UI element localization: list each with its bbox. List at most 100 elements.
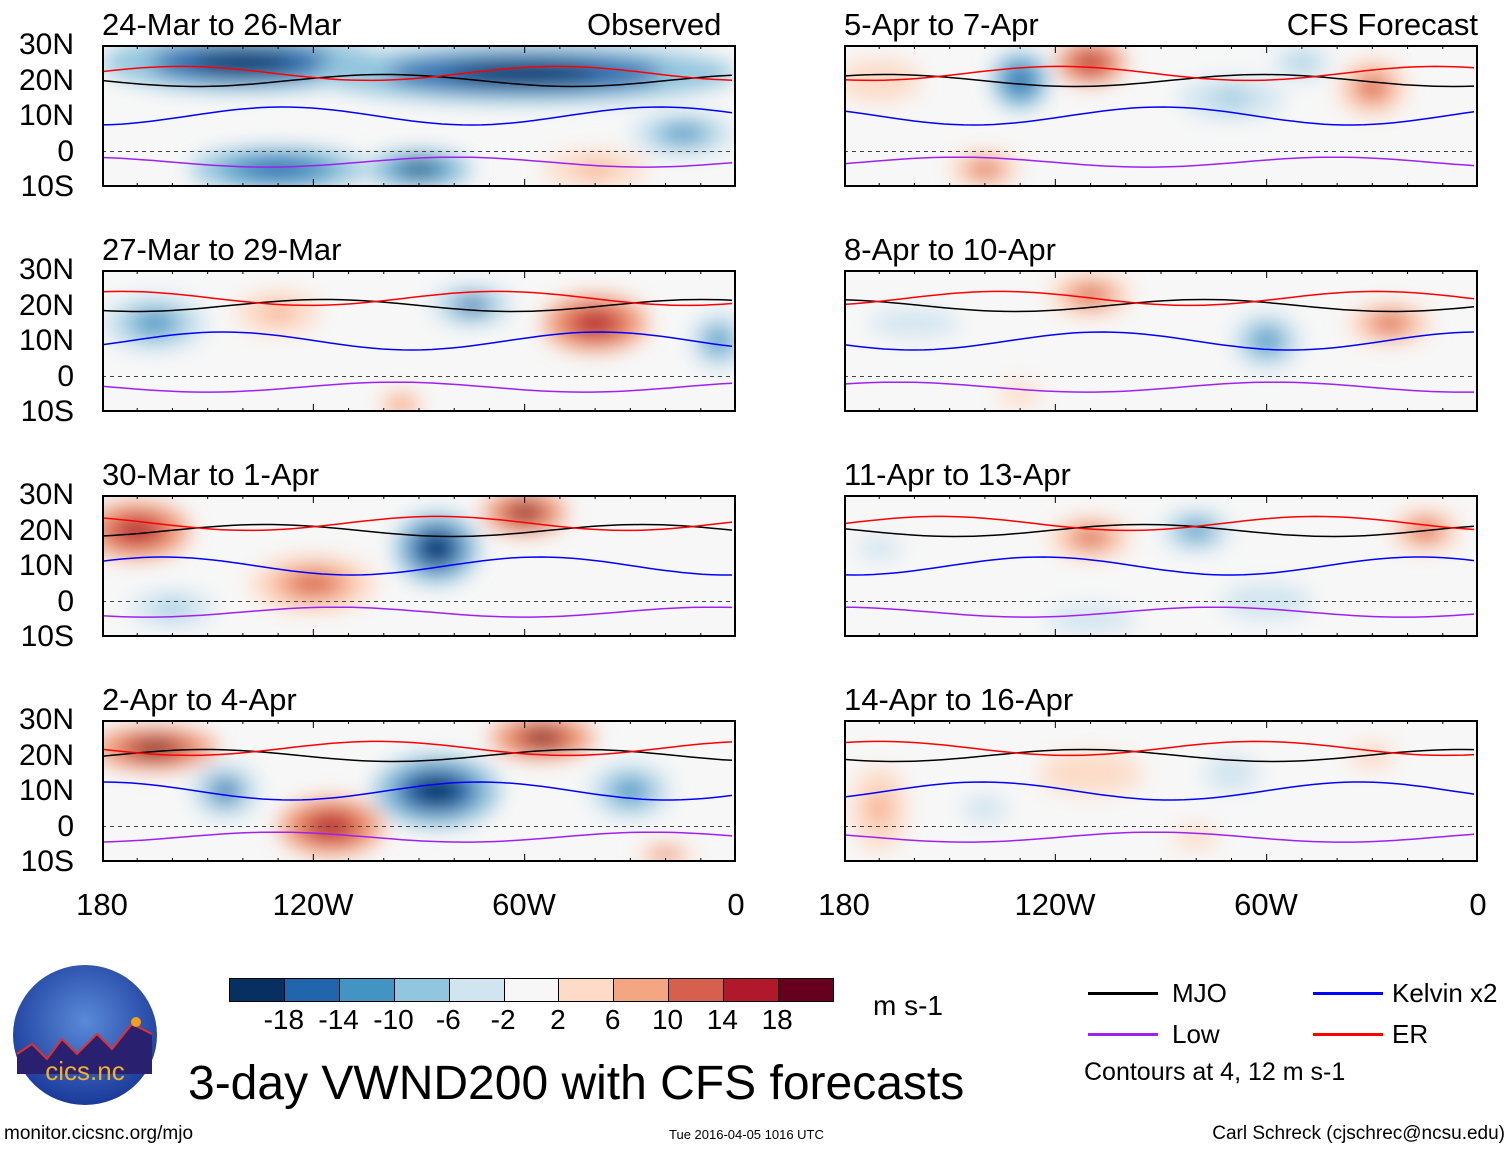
colorbar-swatch [669,979,725,1001]
contour-line [102,381,733,393]
colorbar-label: -14 [318,1004,359,1035]
lon-label: 180 [76,887,128,922]
panel-title: 24-Mar to 26-Mar [102,7,342,42]
panel-title: 30-Mar to 1-Apr [102,457,320,492]
colorbar-swatch [779,979,833,1001]
anomaly-blob [1075,287,1106,303]
main-title: 3-day VWND200 with CFS forecasts [188,1057,965,1110]
anomaly-blob [291,573,336,594]
anomaly-blob [509,505,540,521]
anomaly-blob [393,399,409,410]
map-panel [844,495,1478,637]
lat-label: 30N [18,478,74,511]
contour-line [102,740,733,757]
footer-credit: Carl Schreck (cjschrec@ncsu.edu) [1212,1123,1505,1144]
panel-title: 14-Apr to 16-Apr [844,682,1074,717]
anomaly-blob [615,781,646,801]
legend-line-er [1313,1033,1383,1036]
lon-label: 0 [727,887,745,922]
contour-line [844,523,1475,538]
legend-label-mjo: MJO [1172,978,1227,1008]
lat-label: 10N [18,99,74,132]
anomaly-blob [118,520,156,541]
contour-line [844,298,1475,313]
legend-line-kelvin [1313,992,1383,995]
anomaly-blob [972,163,998,176]
anomaly-blob [576,313,614,334]
legend-line-mjo [1088,992,1158,995]
anomaly-blob [1075,530,1106,546]
anomaly-blob [655,851,676,859]
logo-text: cics.nc [45,1056,124,1086]
contour-line [102,331,733,351]
map-panel [102,495,736,637]
contour-line [844,381,1474,393]
contour-line [844,556,1475,576]
lat-label: 10S [20,395,74,428]
footer-url[interactable]: monitor.cicsnc.org/mjo [4,1123,194,1144]
lat-label: 10N [18,549,74,582]
anomaly-blob [421,535,452,561]
map-panel [844,720,1478,862]
colorbar-swatch [339,979,395,1001]
colorbar-label: -10 [373,1004,414,1035]
colorbar-swatch [614,979,670,1001]
lat-label: 20N [18,288,74,322]
contour-line [102,73,733,88]
contour-line [102,298,733,313]
anomaly-blob [1007,388,1033,401]
lon-label: 120W [1014,887,1096,922]
cics-logo: cics.nc [13,965,157,1105]
colorbar-swatch [230,979,285,1001]
anomaly-blob [1254,331,1279,351]
legend-label-kelvin: Kelvin x2 [1392,978,1498,1008]
anomaly-blob [1212,90,1250,106]
colorbar-swatch [504,979,560,1001]
contour-line [844,748,1475,763]
map-panel [102,720,736,862]
legend-line-low [1088,1033,1158,1036]
panel-title: 5-Apr to 7-Apr [844,7,1039,42]
lat-label: 30N [18,253,74,286]
colorbar-swatch [394,979,450,1001]
colorbar [229,978,834,1002]
contour-line [102,781,733,801]
colorbar-label: 14 [706,1004,738,1035]
contour-line [844,290,1475,307]
lat-label: 10S [20,170,74,203]
colorbar-swatch [284,979,340,1001]
colorbar-label: -2 [490,1004,516,1035]
anomaly-blob [247,161,309,177]
colorbar-swatch [449,979,505,1001]
anomaly-blob [157,602,188,615]
anomaly-blob [972,801,998,817]
observed-label: Observed [587,7,722,42]
anomaly-blob [1375,315,1405,331]
anomaly-blob [1010,70,1030,91]
colorbar-label: 6 [604,1004,621,1035]
colorbar-units: m s-1 [873,990,943,1021]
anomaly-blob [866,542,892,555]
contour-line [844,156,1475,168]
anomaly-blob [869,793,890,824]
contour-line [844,73,1475,88]
contour-line [102,831,733,843]
anomaly-blob [450,63,599,84]
contour-line [844,740,1475,757]
lat-label: 0 [57,359,74,393]
contour-line [844,781,1475,801]
anomaly-blob [889,315,940,331]
anomaly-blob [523,730,561,746]
anomaly-blob [263,305,293,321]
lon-label: 0 [1469,887,1487,922]
legend-label-er: ER [1392,1019,1429,1049]
colorbar-label: -6 [435,1004,461,1035]
contour-line [102,106,733,126]
contour-line [102,515,733,532]
lat-label: 0 [57,584,74,618]
lon-label: 60W [1234,887,1298,922]
anomaly-blob [1242,591,1292,612]
lat-label: 20N [18,513,74,547]
anomaly-blob [1216,763,1247,784]
